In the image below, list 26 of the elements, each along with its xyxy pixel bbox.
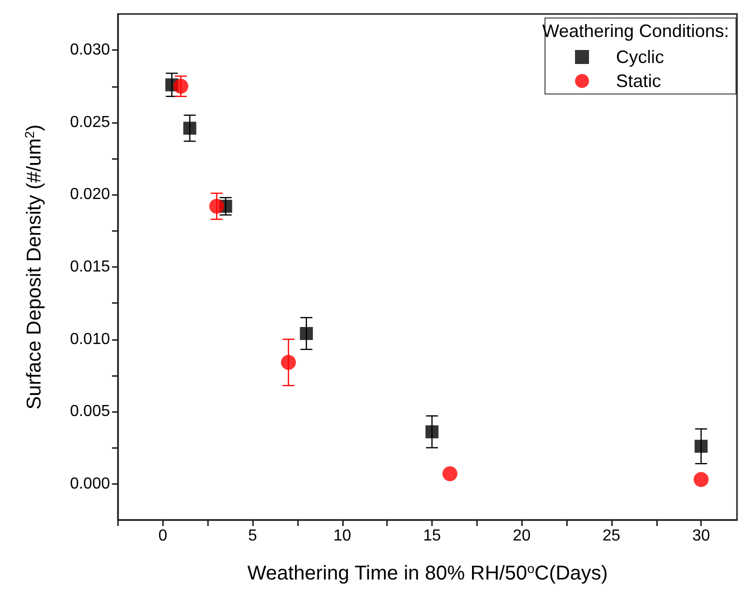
y-tick-label: 0.015 [70,258,110,276]
y-tick-label: 0.025 [70,114,110,131]
x-tick-label: 5 [248,528,258,544]
point [442,466,458,482]
point [280,354,296,370]
point [173,78,188,94]
x-tick-label: 10 [333,528,352,544]
y-tick-label: 0.000 [70,475,110,492]
legend-label: Static [616,71,662,91]
point [209,198,224,214]
point [300,327,313,340]
legend-label: Cyclic [616,47,664,67]
point [183,122,196,135]
y-tick-label: 0.010 [70,330,110,348]
y-tick-label: 0.020 [70,186,110,204]
point [694,440,708,453]
x-tick-label: 0 [158,528,168,544]
y-tick-label: 0.005 [70,403,110,420]
x-tick-label: 30 [692,528,710,544]
y-tick-label: 0.030 [70,42,110,59]
x-tick-label: 25 [602,528,620,544]
x-tick-label: 15 [423,528,441,544]
x-tick-label: 20 [512,528,531,544]
y-axis-title: Surface Deposit Density (#/um2) [22,124,46,410]
point [425,425,438,438]
point [694,472,709,488]
